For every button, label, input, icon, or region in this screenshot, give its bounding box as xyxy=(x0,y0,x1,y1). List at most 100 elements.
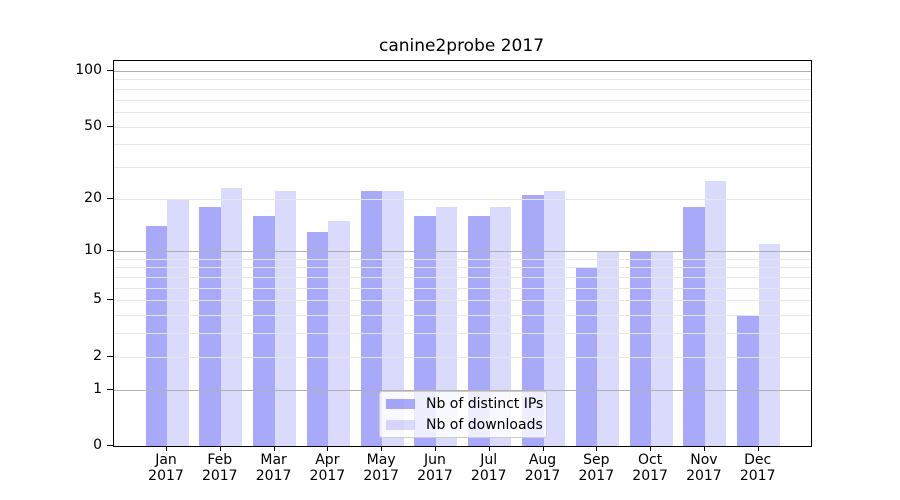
bar-downloads-dec xyxy=(758,244,781,446)
x-tick-year: 2017 xyxy=(739,468,776,484)
gridline-minor-7 xyxy=(114,277,811,279)
gridline-minor-8 xyxy=(114,267,811,269)
bar-downloads-oct xyxy=(651,251,673,446)
x-tick-year: 2017 xyxy=(201,468,238,484)
y-tick-0 xyxy=(107,445,113,446)
y-tick-label-20: 20 xyxy=(84,189,102,206)
x-tick-year: 2017 xyxy=(632,468,668,484)
legend-item-downloads: Nb of downloads xyxy=(386,416,543,434)
legend: Nb of distinct IPs Nb of downloads xyxy=(379,391,547,438)
y-tick-10 xyxy=(107,250,113,252)
x-tick-oct xyxy=(650,446,652,451)
bar-ips-oct xyxy=(629,251,652,446)
bar-ips-feb xyxy=(199,206,221,446)
x-tick-year: 2017 xyxy=(255,468,292,484)
y-tick-label-0: 0 xyxy=(93,437,102,453)
y-tick-label-5: 5 xyxy=(93,291,102,308)
y-tick-label-100: 100 xyxy=(75,62,102,78)
y-tick-1 xyxy=(107,388,113,390)
x-tick-label-mar: Mar 2017 xyxy=(246,452,302,484)
x-tick-label-jun: Jun 2017 xyxy=(407,452,463,484)
x-tick-month: Oct xyxy=(638,452,663,468)
bar-downloads-jan xyxy=(167,198,189,446)
x-tick-label-oct: Oct 2017 xyxy=(622,452,678,484)
legend-label-downloads: Nb of downloads xyxy=(426,416,543,433)
legend-item-distinct-ips: Nb of distinct IPs xyxy=(386,395,544,413)
bar-ips-dec xyxy=(737,315,759,446)
bar-ips-jun xyxy=(414,215,436,446)
x-tick-dec xyxy=(757,446,759,451)
x-tick-aug xyxy=(542,446,544,451)
x-tick-jan xyxy=(166,446,167,451)
x-tick-year: 2017 xyxy=(686,468,722,484)
bar-downloads-jun xyxy=(435,206,458,446)
x-tick-month: Apr xyxy=(315,452,340,468)
gridline-minor-6 xyxy=(114,287,811,289)
y-tick-label-2: 2 xyxy=(93,347,102,364)
x-tick-feb xyxy=(219,446,221,451)
bar-ips-may xyxy=(360,191,383,446)
x-tick-label-feb: Feb 2017 xyxy=(192,452,248,484)
gridline-minor-90 xyxy=(114,79,811,81)
bar-ips-nov xyxy=(683,206,705,446)
x-tick-year: 2017 xyxy=(578,468,615,484)
x-tick-label-aug: Aug 2017 xyxy=(515,452,571,484)
y-tick-5 xyxy=(107,299,113,301)
x-tick-label-jul: Jul 2017 xyxy=(461,452,517,484)
x-tick-sep xyxy=(596,446,598,451)
x-tick-month: May xyxy=(366,452,396,468)
gridline-minor-50 xyxy=(114,126,811,128)
bar-ips-apr xyxy=(306,231,329,446)
bar-downloads-mar xyxy=(274,191,297,446)
x-tick-month: Jul xyxy=(480,452,498,468)
gridline-minor-2 xyxy=(114,356,811,358)
x-tick-jun xyxy=(434,446,436,451)
gridline-minor-4 xyxy=(114,315,811,317)
gridline-minor-3 xyxy=(114,333,811,335)
x-tick-year: 2017 xyxy=(363,468,399,484)
bar-downloads-sep xyxy=(597,251,619,446)
x-tick-month: Mar xyxy=(260,452,287,468)
gridline-minor-30 xyxy=(114,166,811,168)
bar-ips-aug xyxy=(522,194,544,446)
x-tick-month: Aug xyxy=(528,452,557,468)
x-tick-year: 2017 xyxy=(417,468,453,484)
y-tick-50 xyxy=(107,125,113,127)
x-tick-year: 2017 xyxy=(148,468,184,484)
x-tick-mar xyxy=(273,446,275,451)
y-tick-20 xyxy=(107,197,113,199)
y-tick-label-1: 1 xyxy=(93,380,102,397)
bar-downloads-jul xyxy=(489,206,512,446)
x-tick-may xyxy=(381,446,383,451)
gridline-major-100 xyxy=(114,71,811,72)
x-tick-month: Feb xyxy=(207,452,233,468)
y-tick-2 xyxy=(107,355,113,357)
legend-swatch-downloads xyxy=(386,420,415,430)
bar-downloads-may xyxy=(382,191,404,446)
bar-ips-jul xyxy=(468,215,490,446)
bar-downloads-feb xyxy=(220,187,243,446)
x-tick-label-sep: Sep 2017 xyxy=(568,452,624,484)
x-tick-month: Dec xyxy=(744,452,772,468)
x-tick-month: Sep xyxy=(583,452,610,468)
y-tick-label-10: 10 xyxy=(84,242,102,259)
bar-ips-jan xyxy=(145,225,167,446)
gridline-minor-80 xyxy=(114,88,811,90)
legend-swatch-distinct-ips xyxy=(386,399,415,409)
gridline-minor-70 xyxy=(114,99,811,101)
x-tick-year: 2017 xyxy=(524,468,561,484)
x-tick-label-nov: Nov 2017 xyxy=(676,452,732,484)
gridline-major-1 xyxy=(114,389,811,391)
legend-label-distinct-ips: Nb of distinct IPs xyxy=(426,395,544,412)
gridline-major-10 xyxy=(114,251,811,253)
x-tick-label-dec: Dec 2017 xyxy=(730,452,786,484)
x-tick-month: Nov xyxy=(690,452,718,468)
plot-area: Nb of distinct IPs Nb of downloads xyxy=(113,60,812,447)
gridline-minor-5 xyxy=(114,300,811,302)
gridline-minor-60 xyxy=(114,111,811,113)
bar-ips-mar xyxy=(253,215,275,446)
gridline-minor-9 xyxy=(114,258,811,260)
y-tick-label-50: 50 xyxy=(84,117,102,134)
x-tick-nov xyxy=(703,446,705,451)
